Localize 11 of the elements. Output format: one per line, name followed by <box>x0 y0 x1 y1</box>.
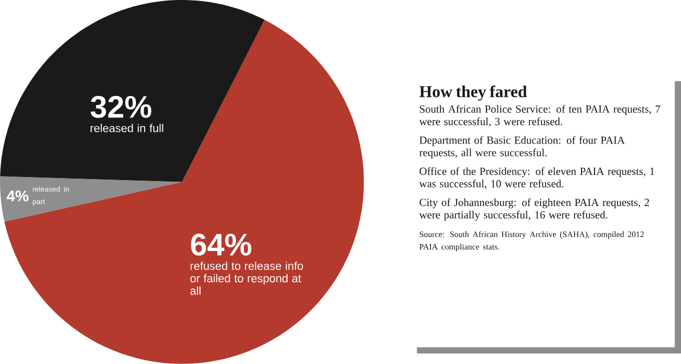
text: Office of the Presidency: of eleven PAIA requests, 1 was successful, 10 were refused. <box>419 167 654 190</box>
source-note: Source: South African History Archive (SAHA), compiled 2012 PAIA compliance stats. <box>419 231 644 252</box>
text: South African Police Service: of ten PAIA requests, 7 were successful, 3 were refused. <box>419 105 660 127</box>
data-label: 32% <box>90 96 152 118</box>
text: How they fared <box>419 86 527 101</box>
slice-label: released in full <box>90 124 164 132</box>
text: Department of Basic Education: of four PAIA requests, all were successful. <box>419 136 625 159</box>
data-label: 64% <box>191 234 252 256</box>
text: City of Johannesburg: of eighteen PAIA requests, 2 were partially successful, 16 were refused. <box>419 198 650 221</box>
data-label: 4% <box>6 190 28 202</box>
slice-label: refused to release info or failed to respond at all <box>190 262 303 295</box>
